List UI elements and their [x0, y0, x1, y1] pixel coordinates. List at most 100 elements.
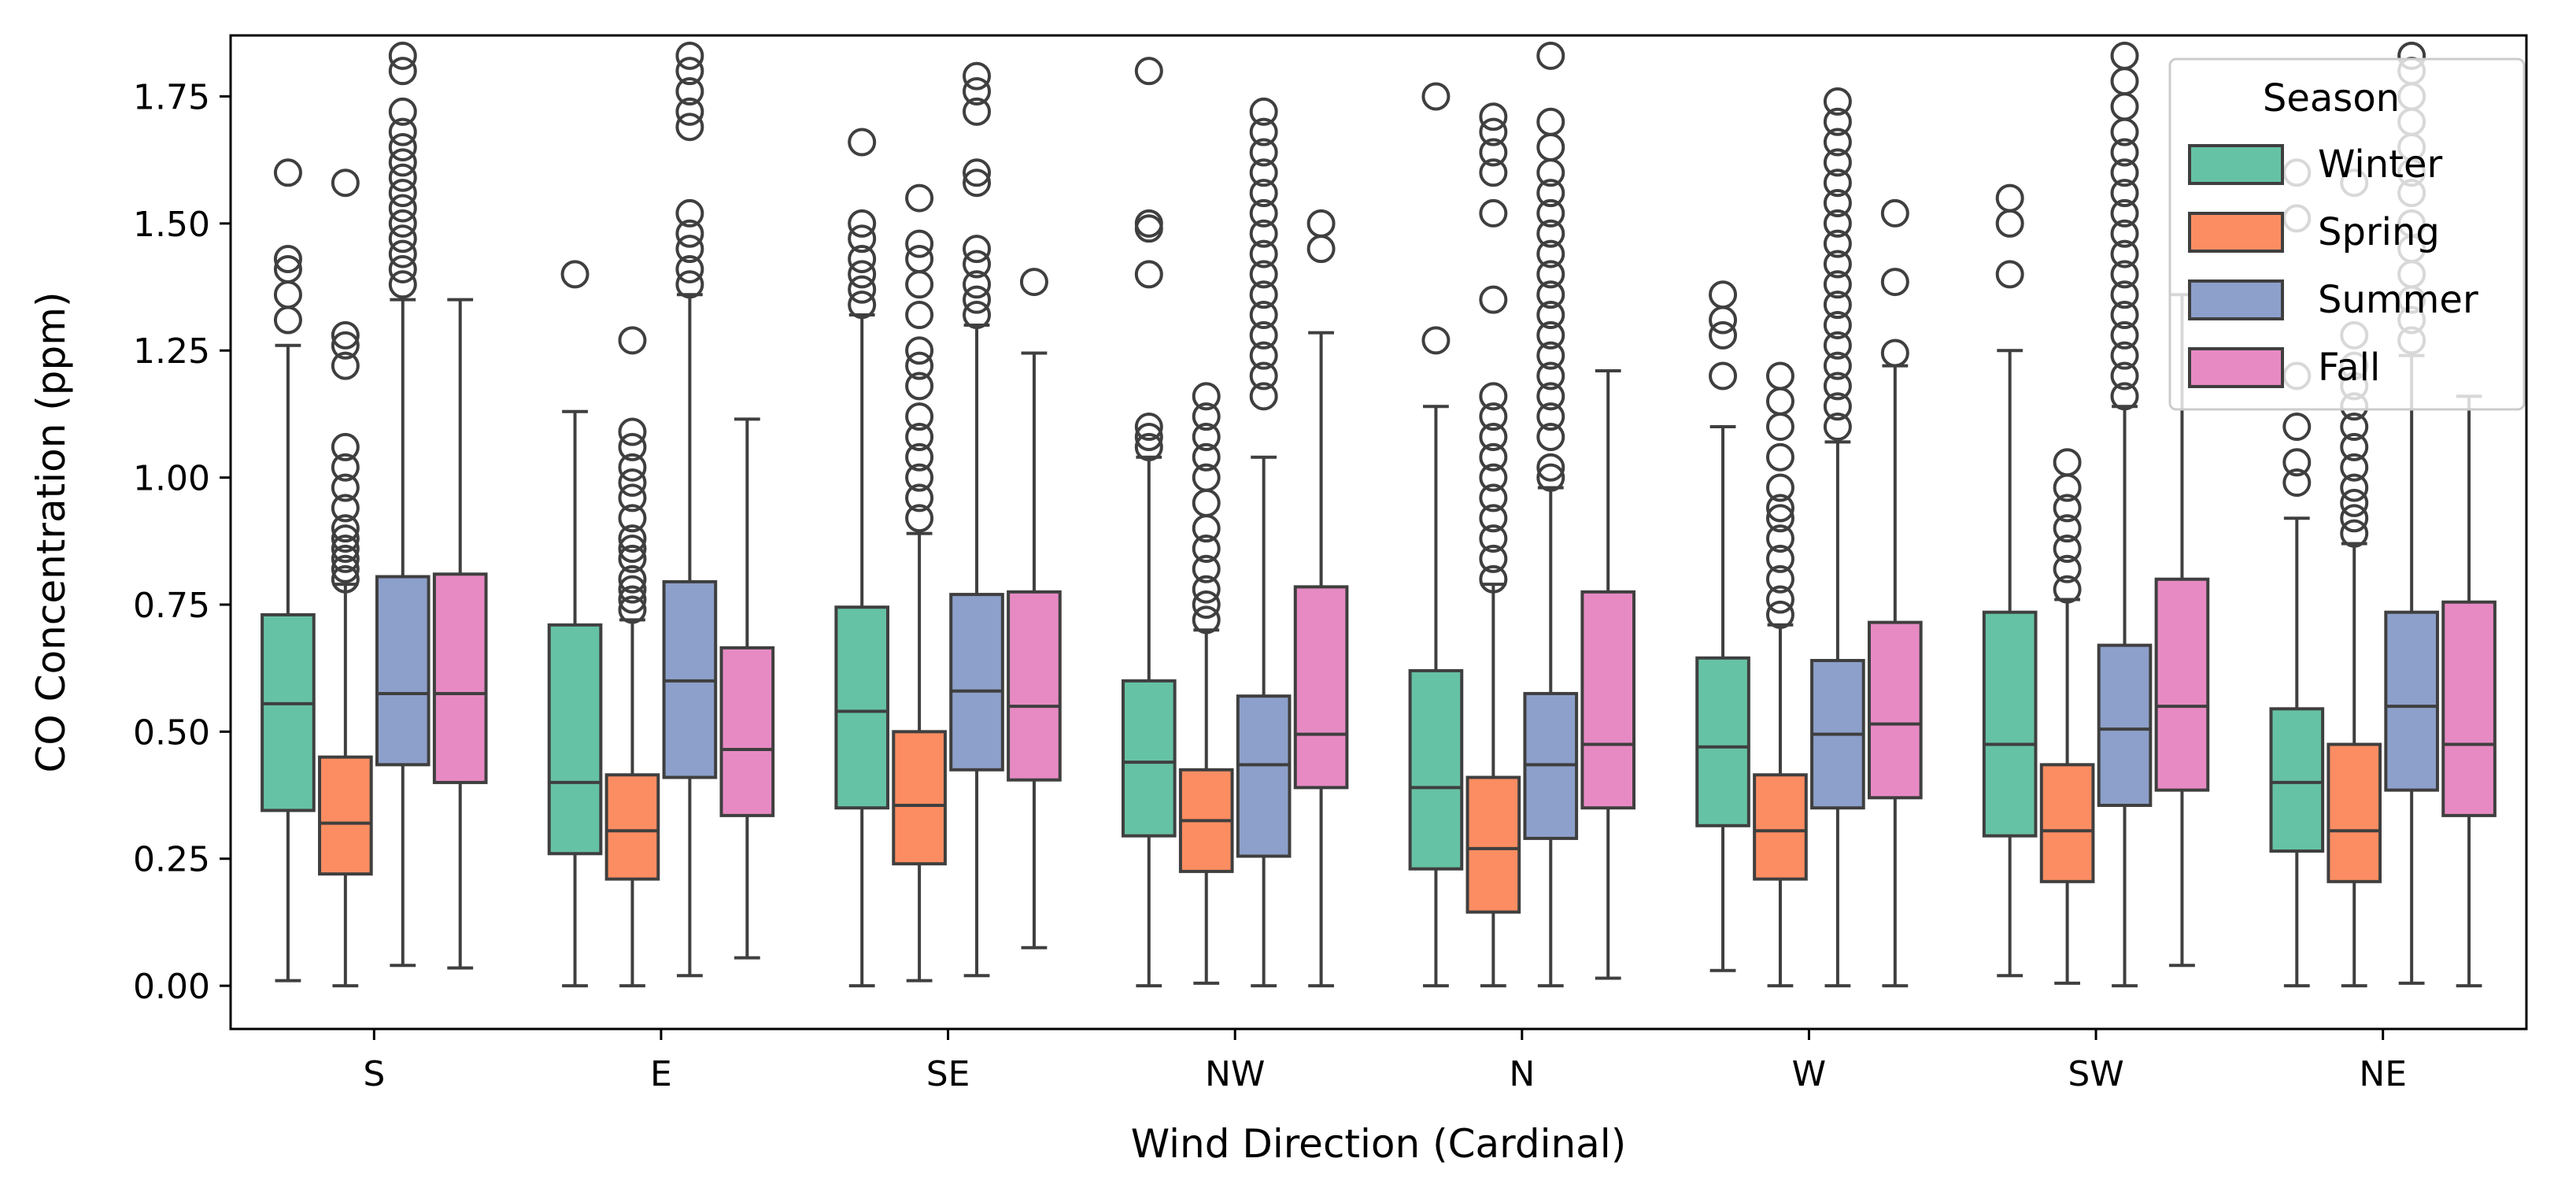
- outlier-point: [273, 245, 302, 274]
- outlier-point: [1249, 97, 1278, 126]
- outlier-point: [1192, 534, 1221, 563]
- outlier-point: [273, 254, 302, 283]
- outlier-point: [1249, 179, 1278, 208]
- box-spring-nw: [1178, 382, 1234, 985]
- outlier-point: [963, 285, 992, 314]
- outlier-point: [1536, 422, 1565, 451]
- outlier-point: [2110, 179, 2139, 208]
- box-body: [2097, 643, 2153, 807]
- outlier-point: [1536, 301, 1565, 330]
- outlier-point: [331, 544, 360, 573]
- outlier-point: [2340, 519, 2369, 548]
- outlier-point: [2110, 92, 2139, 121]
- outlier-point: [1995, 260, 2024, 289]
- outlier-point: [331, 564, 360, 594]
- outlier-point: [1134, 57, 1163, 86]
- y-tick-label: 1.00: [133, 459, 210, 499]
- outlier-point: [1823, 250, 1852, 279]
- outlier-point: [848, 209, 877, 238]
- outlier-point: [331, 494, 360, 523]
- outlier-point: [1880, 268, 1909, 297]
- outlier-point: [1479, 504, 1508, 533]
- outlier-point: [905, 463, 934, 492]
- outlier-point: [905, 504, 934, 533]
- outlier-point: [1306, 209, 1336, 238]
- outlier-point: [905, 270, 934, 299]
- outlier-point: [388, 148, 417, 177]
- outlier-point: [1192, 605, 1221, 635]
- outlier-point: [331, 514, 360, 543]
- outlier-point: [331, 432, 360, 461]
- outlier-point: [388, 270, 417, 299]
- outlier-point: [388, 254, 417, 283]
- x-tick-label: SE: [926, 1054, 970, 1094]
- outlier-point: [2340, 453, 2369, 482]
- outlier-point: [388, 209, 417, 238]
- legend-item-summer: Summer: [2188, 278, 2478, 322]
- outlier-point: [1823, 291, 1852, 320]
- outlier-point: [675, 270, 704, 299]
- outlier-point: [1536, 402, 1565, 431]
- box-summer-s: [375, 41, 431, 968]
- outlier-point: [963, 301, 992, 330]
- outlier-point: [1536, 341, 1565, 370]
- outlier-point: [1192, 463, 1221, 492]
- legend-label: Fall: [2318, 346, 2380, 390]
- x-tick-label: E: [650, 1054, 672, 1094]
- box-body: [2327, 742, 2382, 883]
- outlier-point: [388, 194, 417, 223]
- outlier-point: [618, 432, 647, 461]
- y-tick-label: 1.25: [133, 331, 210, 372]
- outlier-point: [963, 97, 992, 126]
- outlier-point: [2340, 504, 2369, 533]
- box-body: [2269, 707, 2325, 853]
- outlier-point: [560, 260, 589, 289]
- legend-items: Winter Spring Summer Fall: [2188, 142, 2478, 390]
- outlier-point: [963, 158, 992, 187]
- x-tick-label: W: [1792, 1054, 1827, 1094]
- outlier-point: [2053, 575, 2082, 604]
- outlier-point: [273, 158, 302, 187]
- box-body: [1982, 610, 2038, 838]
- box-body: [1695, 656, 1750, 827]
- box-fall-w: [1868, 198, 1923, 988]
- outlier-point: [1306, 235, 1336, 264]
- outlier-point: [963, 235, 992, 264]
- outlier-point: [1479, 442, 1508, 472]
- outlier-point: [2110, 260, 2139, 289]
- outlier-point: [1249, 198, 1278, 228]
- box-fall-s: [432, 298, 488, 970]
- outlier-point: [1823, 392, 1852, 421]
- outlier-point: [1536, 41, 1565, 70]
- outlier-point: [1536, 320, 1565, 350]
- outlier-point: [1536, 239, 1565, 268]
- outlier-point: [1249, 382, 1278, 411]
- box-spring-e: [604, 326, 660, 988]
- outlier-point: [905, 183, 934, 213]
- outlier-point: [388, 41, 417, 70]
- box-fall-nw: [1293, 209, 1349, 988]
- outlier-point: [1479, 463, 1508, 492]
- outlier-point: [1823, 168, 1852, 198]
- box-body: [1465, 775, 1521, 914]
- outlier-point: [1823, 189, 1852, 218]
- outlier-point: [2110, 219, 2139, 248]
- outlier-point: [963, 250, 992, 279]
- outlier-point: [331, 320, 360, 350]
- outlier-point: [1765, 361, 1794, 390]
- box-body: [719, 646, 775, 817]
- legend-title: Season: [2263, 76, 2400, 120]
- outlier-point: [2110, 67, 2139, 96]
- box-body: [604, 773, 660, 881]
- outlier-point: [675, 198, 704, 228]
- outlier-point: [848, 128, 877, 157]
- outlier-point: [331, 168, 360, 198]
- box-body: [375, 575, 431, 767]
- outlier-point: [963, 77, 992, 106]
- outlier-point: [273, 305, 302, 335]
- outlier-point: [388, 117, 417, 146]
- outlier-point: [331, 351, 360, 380]
- outlier-point: [905, 336, 934, 365]
- outlier-point: [388, 239, 417, 268]
